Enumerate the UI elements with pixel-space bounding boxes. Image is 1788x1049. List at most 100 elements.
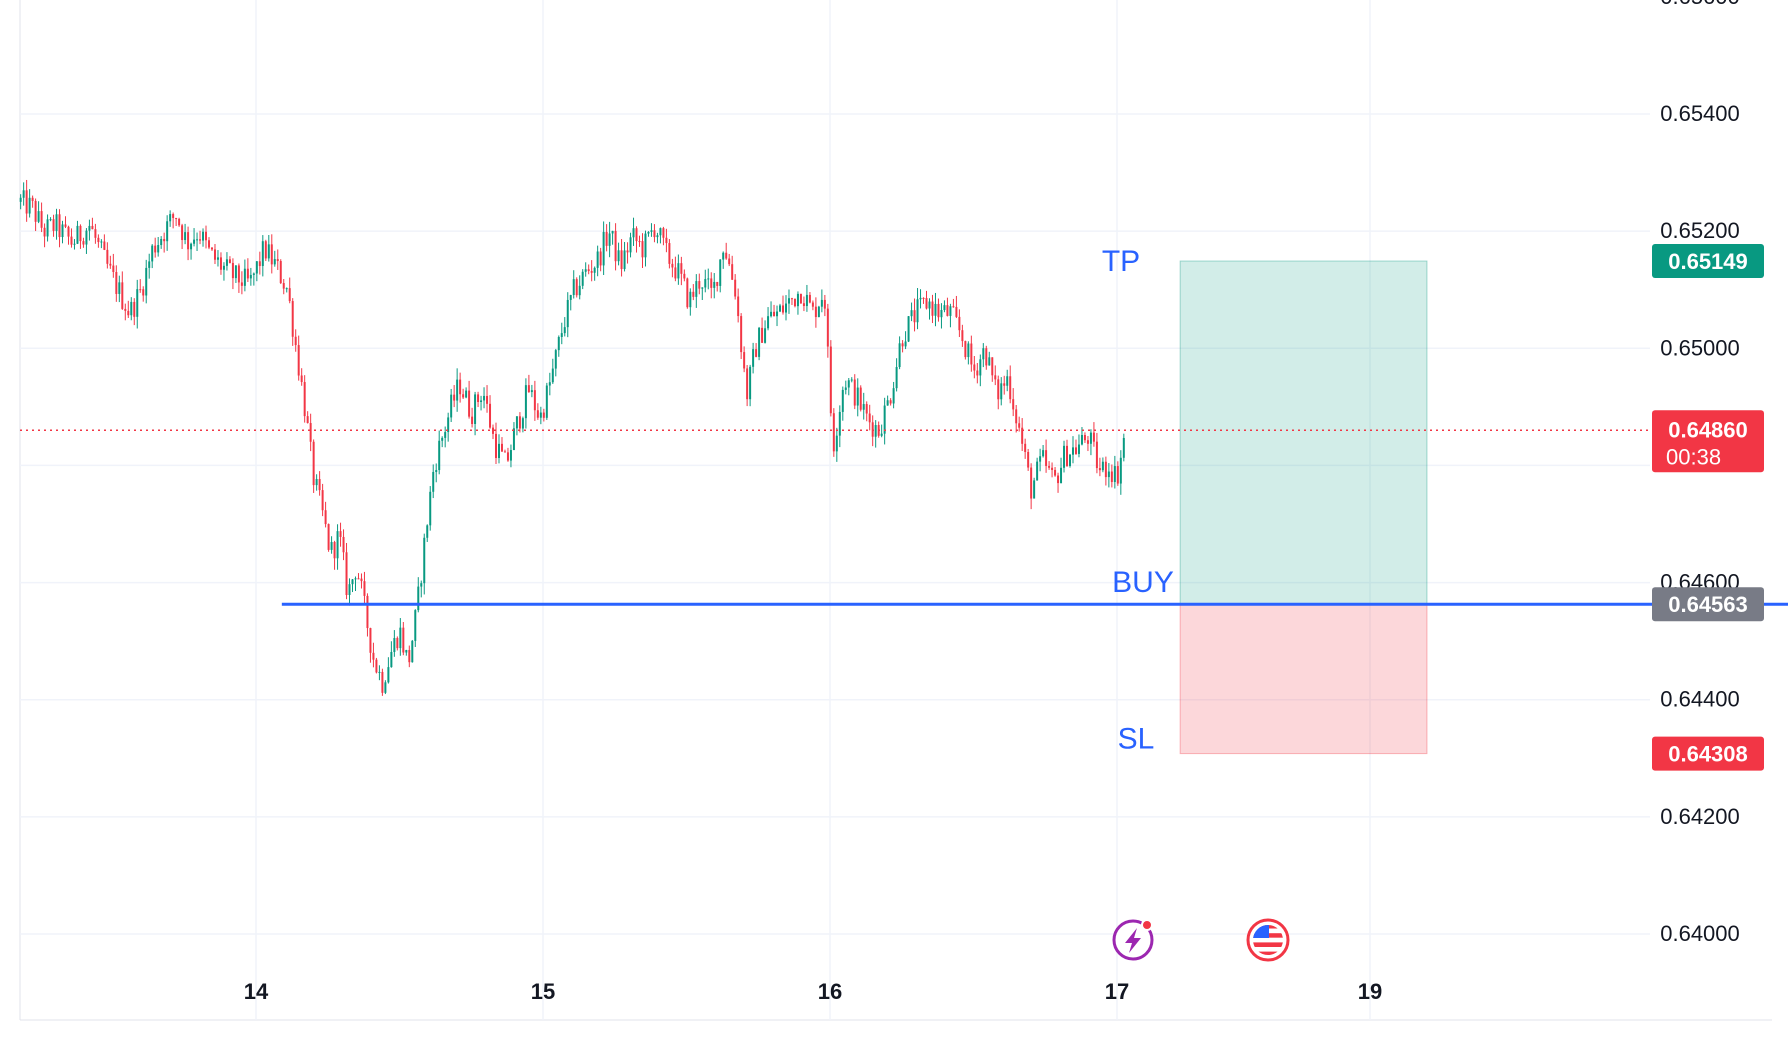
us-flag-event-icon[interactable]	[1246, 918, 1290, 962]
time-tick-label: 14	[244, 979, 269, 1004]
candle-body	[925, 298, 928, 309]
candle-body	[1089, 432, 1092, 444]
candle-body	[928, 301, 931, 309]
candle-body	[91, 225, 94, 230]
candle-body	[366, 595, 369, 629]
candle-body	[187, 232, 190, 250]
candle-body	[303, 382, 306, 417]
candle-body	[462, 394, 465, 398]
candle-body	[677, 263, 680, 279]
candle-body	[716, 281, 719, 286]
candle-body	[447, 417, 450, 433]
candle-body	[605, 231, 608, 246]
price-tick-label: 0.65000	[1660, 335, 1740, 360]
lightning-event-icon[interactable]	[1112, 919, 1154, 961]
candle-body	[465, 390, 468, 398]
candle-body	[644, 233, 647, 258]
candle-body	[698, 281, 701, 289]
candle-body	[635, 228, 638, 242]
candle-body	[521, 418, 524, 429]
candle-body	[115, 271, 118, 294]
take-profit-zone[interactable]	[1179, 260, 1428, 605]
candle-body	[539, 412, 542, 418]
candle-body	[829, 346, 832, 414]
candle-body	[710, 278, 713, 288]
candle-body	[166, 221, 169, 242]
candle-body	[1101, 461, 1104, 471]
candle-body	[124, 308, 127, 311]
candle-body	[199, 239, 202, 241]
candle-body	[997, 379, 1000, 400]
candle-body	[1069, 454, 1072, 466]
candle-body	[1018, 423, 1021, 428]
candle-body	[695, 281, 698, 297]
candle-body	[961, 330, 964, 342]
candle-body	[495, 433, 498, 459]
candle-body	[321, 490, 324, 511]
candle-body	[103, 241, 106, 250]
candle-body	[931, 301, 934, 316]
candle-body	[862, 404, 865, 410]
candle-body	[916, 299, 919, 323]
candle-body	[548, 382, 551, 386]
candle-body	[1036, 461, 1039, 481]
candle-body	[892, 388, 895, 404]
candle-body	[497, 443, 500, 459]
candle-body	[701, 287, 704, 289]
candle-body	[1071, 447, 1074, 455]
candle-body	[333, 542, 336, 559]
candle-body	[967, 343, 970, 358]
candle-body	[886, 400, 889, 406]
candle-body	[500, 443, 503, 452]
candle-body	[1060, 467, 1063, 484]
stop-loss-zone[interactable]	[1179, 603, 1428, 755]
candle-body	[581, 271, 584, 286]
candle-body	[342, 536, 345, 553]
price-tick-label: 0.65200	[1660, 218, 1740, 243]
candle-body	[208, 240, 211, 248]
candle-body	[474, 394, 477, 424]
candle-body	[118, 282, 121, 294]
candle-body	[154, 245, 157, 253]
candle-body	[602, 231, 605, 266]
candle-body	[784, 303, 787, 313]
candle-body	[1104, 461, 1107, 478]
candle-body	[279, 261, 282, 284]
current-price-badge: 0.64860 00:38	[1652, 410, 1764, 473]
candle-body	[764, 328, 767, 343]
candle-body	[752, 349, 755, 367]
candle-body	[802, 303, 805, 307]
candle-body	[650, 230, 653, 232]
candle-body	[88, 225, 91, 231]
candle-body	[384, 682, 387, 693]
candle-body	[1092, 432, 1095, 442]
candle-body	[545, 385, 548, 418]
candle-body	[312, 441, 315, 486]
candle-body	[190, 243, 193, 250]
candle-body	[722, 252, 725, 260]
candle-body	[492, 427, 495, 434]
candle-body	[913, 310, 916, 323]
candle-body	[767, 316, 770, 329]
candle-body	[255, 261, 258, 274]
candle-body	[76, 225, 79, 244]
candle-body	[949, 306, 952, 316]
candle-body	[1045, 450, 1048, 466]
candle-body	[563, 327, 566, 334]
candle-body	[121, 282, 124, 309]
candle-body	[692, 291, 695, 297]
candle-body	[593, 267, 596, 273]
candle-body	[871, 422, 874, 437]
price-tick-label: 0.65400	[1660, 101, 1740, 126]
candle-body	[653, 230, 656, 238]
candle-body	[483, 395, 486, 401]
candle-body	[37, 211, 40, 222]
candle-body	[617, 250, 620, 262]
bar-countdown-label: 00:38	[1666, 444, 1721, 469]
candle-body	[151, 245, 154, 262]
time-axis[interactable]: 14 15 16 17 19	[244, 979, 1382, 1004]
candle-body	[202, 231, 205, 241]
candle-body	[133, 301, 136, 317]
